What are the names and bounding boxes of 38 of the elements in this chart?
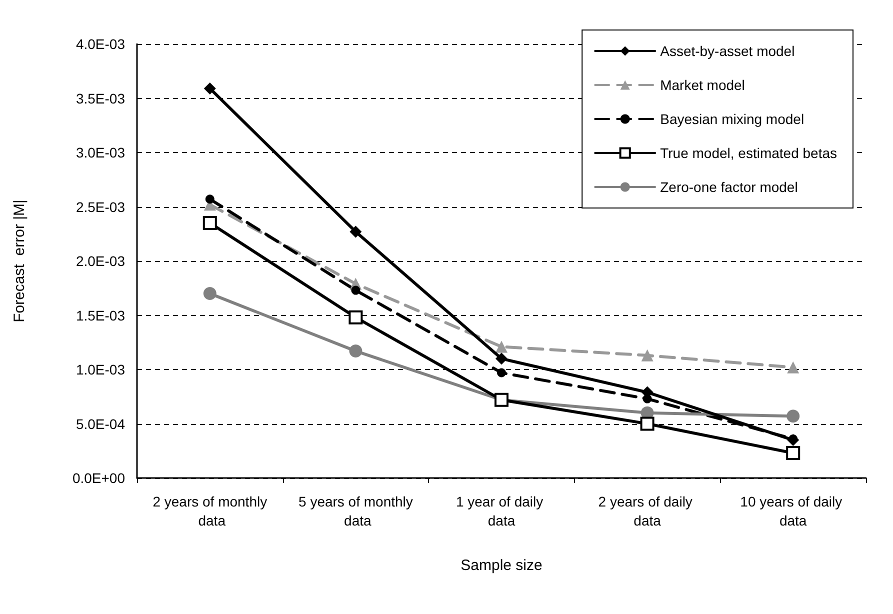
y-tick-label: 0.0E+00: [72, 470, 126, 486]
y-tick-label: 3.5E-03: [76, 90, 126, 106]
legend-label: Zero-one factor model: [660, 179, 798, 195]
point: [204, 82, 216, 94]
y-tick-label: 2.5E-03: [76, 198, 126, 215]
legend-label: True model, estimated betas: [660, 145, 838, 161]
point: [205, 194, 214, 204]
y-tick-label: 2.0E-03: [76, 253, 126, 269]
x-tick-label: 2 years of daily data: [598, 494, 696, 528]
x-tick-label: 2 years of monthly data: [152, 494, 268, 528]
y-axis-title: Forecast error |M|: [11, 200, 28, 322]
y-tick-label: 3.0E-03: [76, 144, 126, 160]
y-tick-label: 1.5E-03: [76, 307, 126, 324]
point: [202, 216, 217, 230]
point: [786, 446, 800, 460]
point: [786, 410, 800, 423]
y-tick-label: 1.0E-03: [76, 362, 126, 378]
y-tick-label: 5.0E-04: [76, 416, 126, 432]
x-tick-label: 5 years of monthly data: [298, 494, 413, 528]
point: [496, 340, 508, 353]
y-tick-label: 4.0E-03: [76, 36, 126, 52]
point: [641, 349, 654, 362]
point: [787, 361, 800, 374]
point: [203, 287, 216, 300]
point: [787, 434, 800, 446]
point: [350, 226, 362, 238]
legend-label: Asset-by-asset model: [660, 43, 795, 59]
x-axis-title: Sample size: [460, 557, 542, 574]
x-tick-label: 1 year of daily data: [456, 494, 548, 528]
point: [640, 416, 654, 431]
point: [497, 368, 506, 378]
point: [348, 310, 363, 324]
x-tick-label: 10 years of daily data: [740, 494, 846, 528]
legend-label: Bayesian mixing model: [660, 111, 804, 127]
point: [349, 344, 362, 358]
legend-label: Market model: [660, 77, 745, 93]
point: [351, 286, 360, 295]
point: [496, 352, 508, 365]
